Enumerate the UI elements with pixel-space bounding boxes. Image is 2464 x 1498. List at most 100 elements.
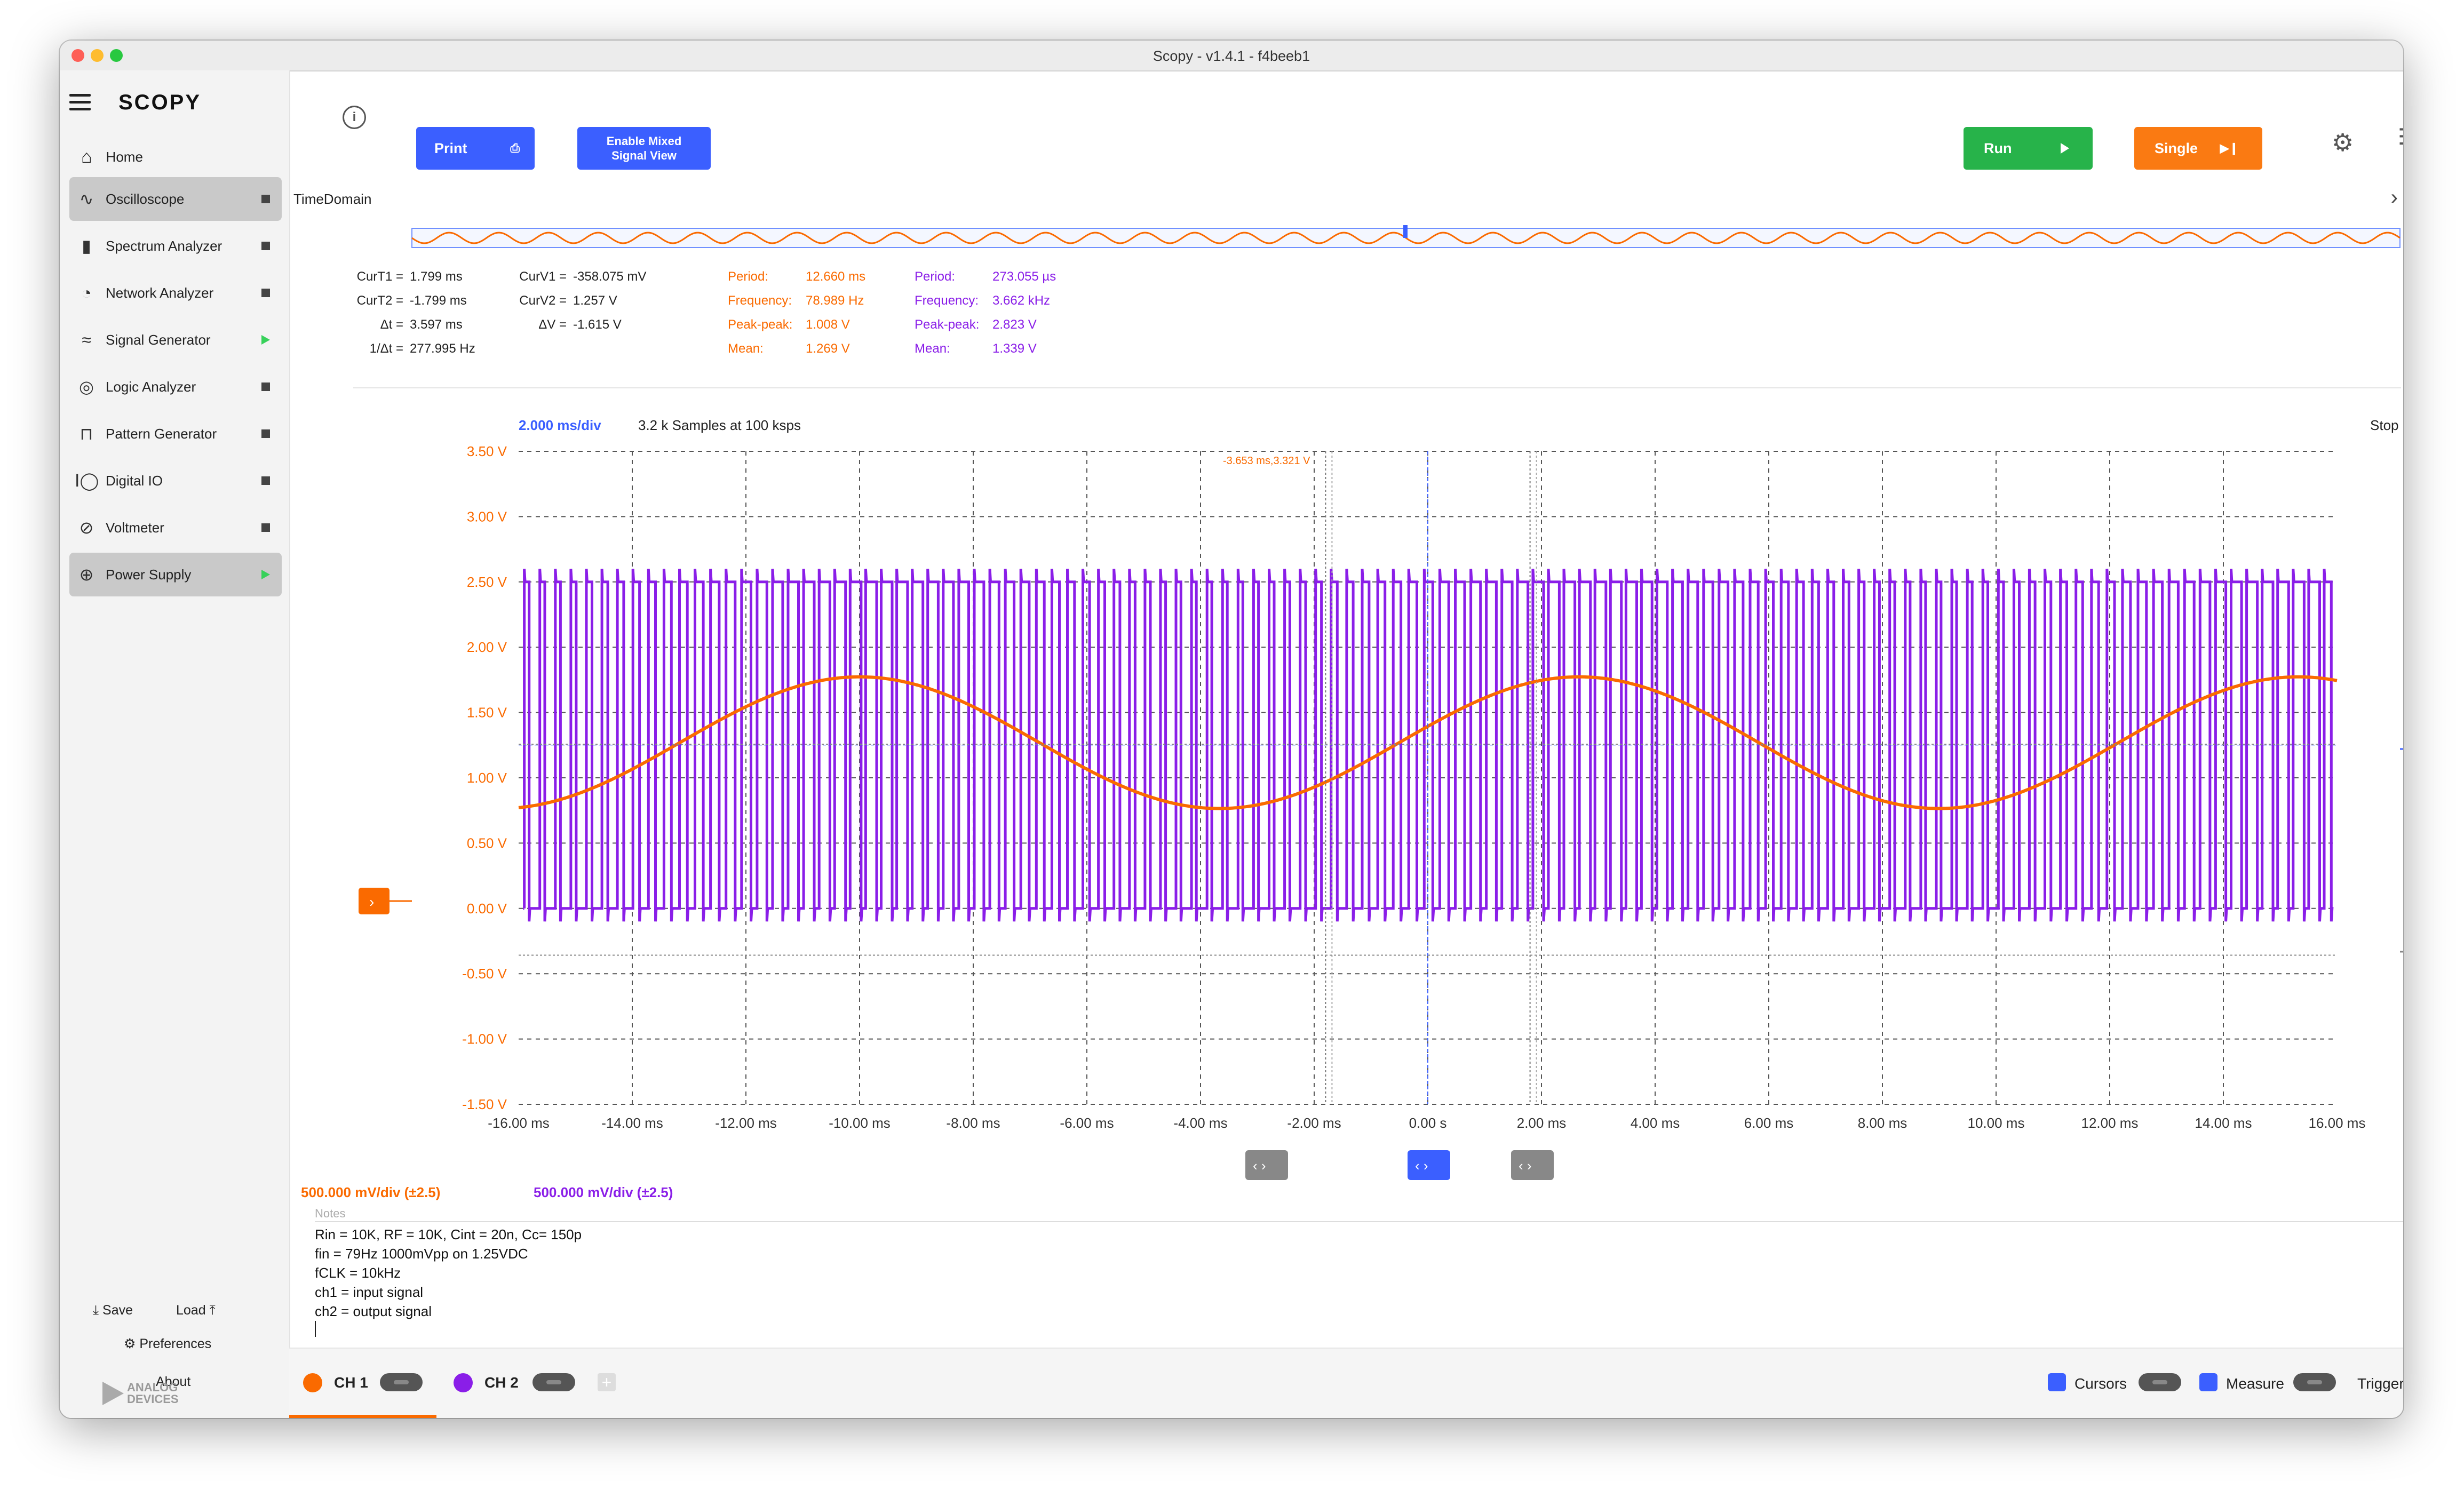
trigger-position-handle[interactable] — [1408, 1150, 1450, 1180]
sidebar-item-logic-analyzer[interactable]: ◎ Logic Analyzer — [69, 365, 282, 409]
oscilloscope-plot[interactable]: 3.50 V 3.00 V 2.50 V 2.00 V 1.50 V 1.00 V 0.50… — [289, 70, 2403, 1418]
sidebar-item-label: Pattern Generator — [106, 425, 217, 442]
chevron-right-icon: › — [369, 894, 374, 910]
sidebar-item-signal-generator[interactable]: ≈ Signal Generator — [69, 318, 282, 362]
ch1-measure-values: 12.660 ms 78.989 Hz 1.008 V 1.269 V — [806, 269, 866, 356]
sidebar-item-oscilloscope[interactable]: ∿ Oscilloscope — [69, 177, 282, 221]
cursor-voltage-labels: CurV1 = CurV2 = ΔV = — [519, 269, 567, 332]
sidebar-item-voltmeter[interactable]: ⊘ Voltmeter — [69, 506, 282, 549]
oscilloscope-icon: ∿ — [79, 189, 94, 209]
timebase-label: 2.000 ms/div — [519, 417, 601, 433]
x-tick-label: -16.00 ms — [488, 1115, 550, 1131]
main-panel: i Print ⎙ Enable Mixed Signal View Run S… — [289, 70, 2403, 1418]
x-tick-label: 16.00 ms — [2309, 1115, 2366, 1131]
preferences-button[interactable]: ⚙ Preferences — [124, 1336, 212, 1351]
save-icon: ⤓ — [93, 1303, 99, 1318]
minimize-window-button[interactable] — [91, 49, 104, 62]
run-button[interactable]: Run — [1964, 127, 2093, 170]
stopped-indicator-icon[interactable] — [261, 383, 270, 391]
sidebar-item-digital-io[interactable]: Ⅰ◯ Digital IO — [69, 459, 282, 503]
overview-trigger-marker[interactable] — [1403, 225, 1408, 238]
ch2-toggle[interactable] — [532, 1373, 575, 1391]
measure-toggle[interactable] — [2293, 1373, 2336, 1391]
sidebar-item-label: Oscilloscope — [106, 190, 185, 207]
bottom-channel-bar: CH 1 CH 2 + Cursors Measure Trigger — [289, 1348, 2403, 1418]
enable-mixed-signal-view-button[interactable]: Enable Mixed Signal View — [577, 127, 711, 170]
cursor-time-labels: CurT1 = CurT2 = Δt = 1/Δt = — [356, 269, 403, 356]
y-tick-label: 3.50 V — [467, 443, 507, 459]
app-window: Scopy - v1.4.1 - f4beeb1 SCOPY ⌂ Home ∿ O… — [60, 41, 2403, 1418]
stopped-indicator-icon[interactable] — [261, 289, 270, 297]
print-button[interactable]: Print ⎙ — [416, 127, 535, 170]
notes-header: Notes — [315, 1207, 346, 1220]
sidebar-item-power-supply[interactable]: ⊕ Power Supply — [69, 553, 282, 596]
cursors-color-square — [2048, 1373, 2066, 1391]
about-button[interactable]: About — [156, 1374, 191, 1389]
x-tick-label: -14.00 ms — [601, 1115, 663, 1131]
y-tick-label: -1.50 V — [462, 1096, 507, 1112]
ch1-measure-labels: Period: Frequency: Peak-peak: Mean: — [728, 269, 793, 356]
ch1-tab[interactable]: CH 1 — [334, 1374, 368, 1391]
x-tick-label: 2.00 ms — [1517, 1115, 1567, 1131]
x-tick-label: 0.00 s — [1409, 1115, 1447, 1131]
stopped-indicator-icon[interactable] — [261, 523, 270, 532]
home-nav-item[interactable]: ⌂ Home — [81, 145, 143, 169]
trigger-tab[interactable]: Trigger — [2357, 1375, 2403, 1392]
ch1-toggle[interactable] — [380, 1373, 423, 1391]
measure-tab[interactable]: Measure — [2226, 1375, 2284, 1392]
cursor-time-values: 1.799 ms -1.799 ms 3.597 ms 277.995 Hz — [410, 269, 475, 356]
x-tick-label: -6.00 ms — [1060, 1115, 1114, 1131]
sidebar-item-label: Network Analyzer — [106, 284, 214, 301]
zoom-window-button[interactable] — [110, 49, 123, 62]
sidebar-item-label: Logic Analyzer — [106, 378, 196, 395]
info-icon[interactable]: i — [343, 106, 366, 129]
signal-icon: ≈ — [82, 330, 91, 349]
ch1-color-dot — [303, 1373, 322, 1392]
single-button[interactable]: Single ▶❙ — [2134, 127, 2262, 170]
x-tick-label: 4.00 ms — [1631, 1115, 1680, 1131]
gear-icon: ⚙ — [124, 1336, 136, 1351]
x-tick-label: -12.00 ms — [715, 1115, 777, 1131]
close-window-button[interactable] — [71, 49, 84, 62]
ch1-scale-label: 500.000 mV/div (±2.5) — [301, 1184, 441, 1200]
cursors-toggle[interactable] — [2139, 1373, 2181, 1391]
add-channel-icon[interactable]: + — [598, 1373, 616, 1391]
x-tick-label: 10.00 ms — [1968, 1115, 2025, 1131]
running-indicator-icon[interactable] — [261, 335, 270, 345]
running-indicator-icon[interactable] — [261, 570, 270, 579]
cursors-tab[interactable]: Cursors — [2074, 1375, 2127, 1392]
ch1-offset-handle[interactable] — [359, 888, 390, 914]
stopped-indicator-icon[interactable] — [261, 195, 270, 203]
step-icon: ▶❙ — [2220, 141, 2239, 155]
notes-textarea[interactable]: Rin = 10K, RF = 10K, Cint = 20n, Cc= 150… — [315, 1225, 582, 1337]
tool-menu-sliders-icon[interactable]: ☰ — [2398, 124, 2403, 150]
sidebar-item-label: Digital IO — [106, 472, 163, 489]
stopped-indicator-icon[interactable] — [261, 242, 270, 250]
marker-readout: -3.653 ms,3.321 V — [1223, 455, 1310, 467]
ch1-tab-underline — [289, 1415, 436, 1418]
sidebar-item-network-analyzer[interactable]: ◔ Network Analyzer — [69, 271, 282, 315]
voltmeter-icon: ⊘ — [79, 518, 94, 537]
y-tick-label: 1.50 V — [467, 705, 507, 721]
chevron-right-icon[interactable]: › — [2390, 186, 2398, 209]
hamburger-menu-icon[interactable] — [69, 94, 91, 111]
settings-gear-icon[interactable]: ⚙ — [2332, 129, 2354, 156]
y-tick-label: 2.50 V — [467, 574, 507, 590]
y-tick-label: -0.50 V — [462, 966, 507, 982]
digital-io-icon: Ⅰ◯ — [75, 471, 99, 490]
stopped-indicator-icon[interactable] — [261, 429, 270, 438]
sidebar-item-label: Power Supply — [106, 566, 192, 583]
sidebar-item-pattern-generator[interactable]: ⊓ Pattern Generator — [69, 412, 282, 456]
save-button[interactable]: ⤓ Save — [93, 1303, 133, 1318]
cursor-t2-handle[interactable] — [1245, 1150, 1288, 1180]
cursor-t1-handle[interactable] — [1511, 1150, 1554, 1180]
load-button[interactable]: Load ⤒ — [176, 1303, 216, 1318]
horizontal-arrows-icon: ‹ › — [1519, 1158, 1532, 1174]
ch2-tab[interactable]: CH 2 — [484, 1374, 519, 1391]
stopped-indicator-icon[interactable] — [261, 476, 270, 485]
network-icon: ◔ — [81, 283, 92, 302]
home-icon: ⌂ — [81, 146, 92, 167]
sidebar-item-spectrum-analyzer[interactable]: ▮ Spectrum Analyzer — [69, 224, 282, 268]
horizontal-arrows-icon: ‹ › — [1253, 1158, 1266, 1174]
printer-icon: ⎙ — [510, 141, 520, 155]
